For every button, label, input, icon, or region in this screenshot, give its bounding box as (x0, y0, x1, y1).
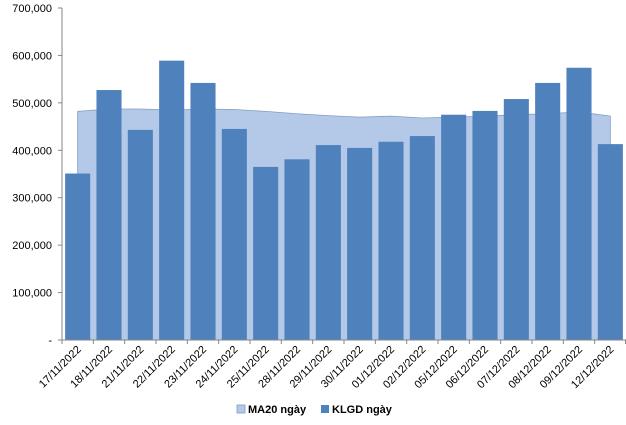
legend-label-ma20: MA20 ngày (248, 404, 307, 416)
bar-21/11/2022 (127, 129, 153, 340)
bar-05/12/2022 (441, 114, 467, 341)
bar-30/11/2022 (347, 147, 373, 340)
bar-layer (65, 60, 623, 341)
bar-08/12/2022 (535, 82, 561, 340)
axis-layer (58, 7, 626, 344)
x-tick-labels: 17/11/202218/11/202221/11/202222/11/2022… (37, 344, 617, 391)
bar-18/11/2022 (96, 90, 122, 340)
bar-23/11/2022 (190, 82, 216, 340)
bar-29/11/2022 (315, 145, 341, 340)
y-tick-label: 300,000 (12, 193, 52, 205)
bar-09/12/2022 (566, 67, 592, 340)
bar-02/12/2022 (409, 136, 435, 340)
bar-07/12/2022 (503, 99, 529, 340)
legend-swatch-ma20 (236, 404, 246, 414)
bar-01/12/2022 (378, 141, 404, 340)
y-tick-label: 400,000 (12, 145, 52, 157)
y-tick-label: 100,000 (12, 288, 52, 300)
legend-swatch-klgd (321, 405, 329, 413)
bar-06/12/2022 (472, 110, 498, 340)
bar-24/11/2022 (221, 128, 247, 340)
y-tick-label: 200,000 (12, 240, 52, 252)
legend-label-klgd: KLGD ngày (332, 404, 393, 416)
bar-12/12/2022 (597, 144, 623, 340)
bar-22/11/2022 (159, 60, 185, 341)
ma20-area (77, 108, 611, 341)
y-tick-label: 600,000 (12, 50, 52, 62)
legend: MA20 ngày KLGD ngày (236, 404, 393, 416)
bar-17/11/2022 (65, 173, 91, 340)
ma20-area-layer (77, 108, 611, 341)
y-tick-label: 500,000 (12, 98, 52, 110)
y-tick-label: 700,000 (12, 3, 52, 15)
bar-25/11/2022 (253, 166, 279, 340)
y-tick-labels: - 100,000 200,000 300,000 400,000 500,000 600,… (12, 3, 52, 347)
bar-28/11/2022 (284, 159, 310, 340)
y-tick-label: - (48, 335, 52, 347)
